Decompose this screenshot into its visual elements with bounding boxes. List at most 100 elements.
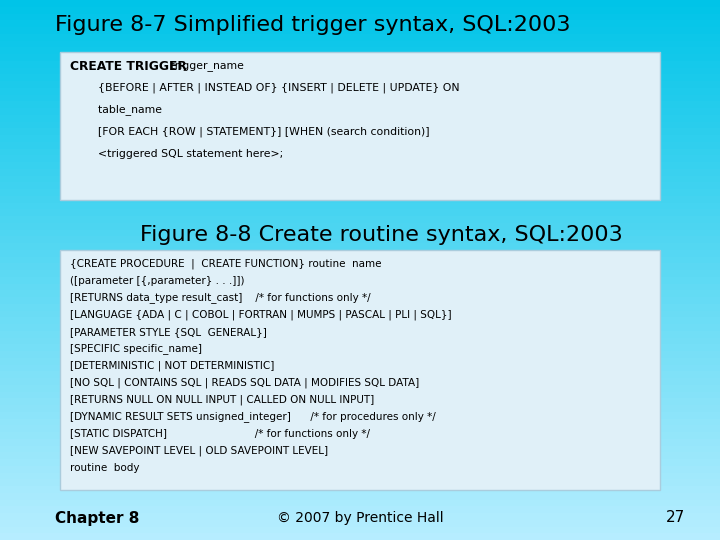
- Bar: [0, 303, 720, 310]
- Bar: [0, 189, 720, 195]
- Bar: [0, 324, 720, 330]
- Text: trigger_name: trigger_name: [167, 60, 244, 71]
- Bar: [0, 176, 720, 183]
- Bar: [0, 399, 720, 405]
- Bar: [0, 405, 720, 411]
- Bar: [0, 74, 720, 81]
- Text: [FOR EACH {ROW | STATEMENT}] [WHEN (search condition)]: [FOR EACH {ROW | STATEMENT}] [WHEN (sear…: [70, 127, 430, 137]
- Bar: [0, 438, 720, 445]
- Bar: [0, 534, 720, 540]
- Bar: [0, 128, 720, 135]
- Text: table_name: table_name: [70, 105, 162, 116]
- Text: ([parameter [{,parameter} . . .]]): ([parameter [{,parameter} . . .]]): [70, 276, 245, 286]
- Text: [SPECIFIC specific_name]: [SPECIFIC specific_name]: [70, 343, 202, 354]
- Bar: [0, 162, 720, 168]
- Bar: [0, 426, 720, 432]
- Bar: [0, 47, 720, 54]
- Bar: [0, 94, 720, 102]
- Bar: [0, 20, 720, 27]
- Bar: [0, 519, 720, 526]
- Text: [DYNAMIC RESULT SETS unsigned_integer]      /* for procedures only */: [DYNAMIC RESULT SETS unsigned_integer] /…: [70, 411, 436, 422]
- Bar: [0, 513, 720, 519]
- Bar: [0, 263, 720, 270]
- Bar: [0, 446, 720, 453]
- Bar: [0, 465, 720, 472]
- Text: [STATIC DISPATCH]                           /* for functions only */: [STATIC DISPATCH] /* for functions only …: [70, 429, 370, 439]
- Bar: [0, 472, 720, 480]
- Bar: [0, 453, 720, 459]
- Bar: [0, 330, 720, 338]
- Bar: [0, 183, 720, 189]
- Bar: [0, 351, 720, 357]
- Bar: [0, 378, 720, 384]
- Bar: [0, 222, 720, 230]
- Bar: [0, 256, 720, 263]
- Bar: [0, 141, 720, 149]
- Bar: [0, 209, 720, 216]
- Bar: [0, 156, 720, 162]
- Bar: [0, 243, 720, 249]
- Text: Figure 8-8 Create routine syntax, SQL:2003: Figure 8-8 Create routine syntax, SQL:20…: [140, 225, 623, 245]
- Bar: [0, 27, 720, 33]
- Bar: [0, 202, 720, 209]
- Bar: [0, 108, 720, 115]
- Bar: [0, 459, 720, 465]
- Bar: [0, 6, 720, 14]
- Text: [PARAMETER STYLE {SQL  GENERAL}]: [PARAMETER STYLE {SQL GENERAL}]: [70, 327, 267, 337]
- Bar: [0, 418, 720, 426]
- Bar: [0, 115, 720, 122]
- Bar: [0, 486, 720, 492]
- Bar: [0, 249, 720, 256]
- Bar: [0, 357, 720, 364]
- Text: {BEFORE | AFTER | INSTEAD OF} {INSERT | DELETE | UPDATE} ON: {BEFORE | AFTER | INSTEAD OF} {INSERT | …: [70, 83, 459, 93]
- Text: routine  body: routine body: [70, 463, 140, 473]
- Bar: [0, 384, 720, 391]
- Text: [RETURNS data_type result_cast]    /* for functions only */: [RETURNS data_type result_cast] /* for f…: [70, 293, 371, 303]
- Text: Figure 8-7 Simplified trigger syntax, SQL:2003: Figure 8-7 Simplified trigger syntax, SQ…: [55, 15, 570, 35]
- Bar: [0, 54, 720, 60]
- Bar: [0, 507, 720, 513]
- Bar: [0, 480, 720, 486]
- Text: 27: 27: [666, 510, 685, 525]
- Bar: [0, 230, 720, 237]
- Bar: [0, 270, 720, 276]
- Bar: [0, 526, 720, 534]
- Bar: [0, 297, 720, 303]
- FancyBboxPatch shape: [60, 250, 660, 490]
- Bar: [0, 195, 720, 202]
- Bar: [0, 60, 720, 68]
- Bar: [0, 372, 720, 378]
- Bar: [0, 411, 720, 418]
- Text: [NEW SAVEPOINT LEVEL | OLD SAVEPOINT LEVEL]: [NEW SAVEPOINT LEVEL | OLD SAVEPOINT LEV…: [70, 446, 328, 456]
- Text: [LANGUAGE {ADA | C | COBOL | FORTRAN | MUMPS | PASCAL | PLI | SQL}]: [LANGUAGE {ADA | C | COBOL | FORTRAN | M…: [70, 310, 451, 320]
- Bar: [0, 122, 720, 128]
- Bar: [0, 392, 720, 399]
- Bar: [0, 492, 720, 500]
- Text: <triggered SQL statement here>;: <triggered SQL statement here>;: [70, 149, 283, 159]
- Bar: [0, 216, 720, 222]
- Bar: [0, 364, 720, 372]
- Bar: [0, 237, 720, 243]
- FancyBboxPatch shape: [60, 52, 660, 200]
- Bar: [0, 81, 720, 87]
- Bar: [0, 432, 720, 438]
- Text: {CREATE PROCEDURE  |  CREATE FUNCTION} routine  name: {CREATE PROCEDURE | CREATE FUNCTION} rou…: [70, 259, 382, 269]
- Bar: [0, 102, 720, 108]
- Bar: [0, 338, 720, 345]
- Bar: [0, 87, 720, 94]
- Bar: [0, 135, 720, 141]
- Bar: [0, 345, 720, 351]
- Bar: [0, 500, 720, 507]
- Text: Chapter 8: Chapter 8: [55, 510, 140, 525]
- Bar: [0, 68, 720, 74]
- Bar: [0, 148, 720, 156]
- Bar: [0, 317, 720, 324]
- Bar: [0, 33, 720, 40]
- Text: [RETURNS NULL ON NULL INPUT | CALLED ON NULL INPUT]: [RETURNS NULL ON NULL INPUT | CALLED ON …: [70, 395, 374, 405]
- Text: [NO SQL | CONTAINS SQL | READS SQL DATA | MODIFIES SQL DATA]: [NO SQL | CONTAINS SQL | READS SQL DATA …: [70, 378, 419, 388]
- Bar: [0, 310, 720, 317]
- Bar: [0, 14, 720, 20]
- Bar: [0, 40, 720, 47]
- Text: © 2007 by Prentice Hall: © 2007 by Prentice Hall: [276, 511, 444, 525]
- Bar: [0, 0, 720, 6]
